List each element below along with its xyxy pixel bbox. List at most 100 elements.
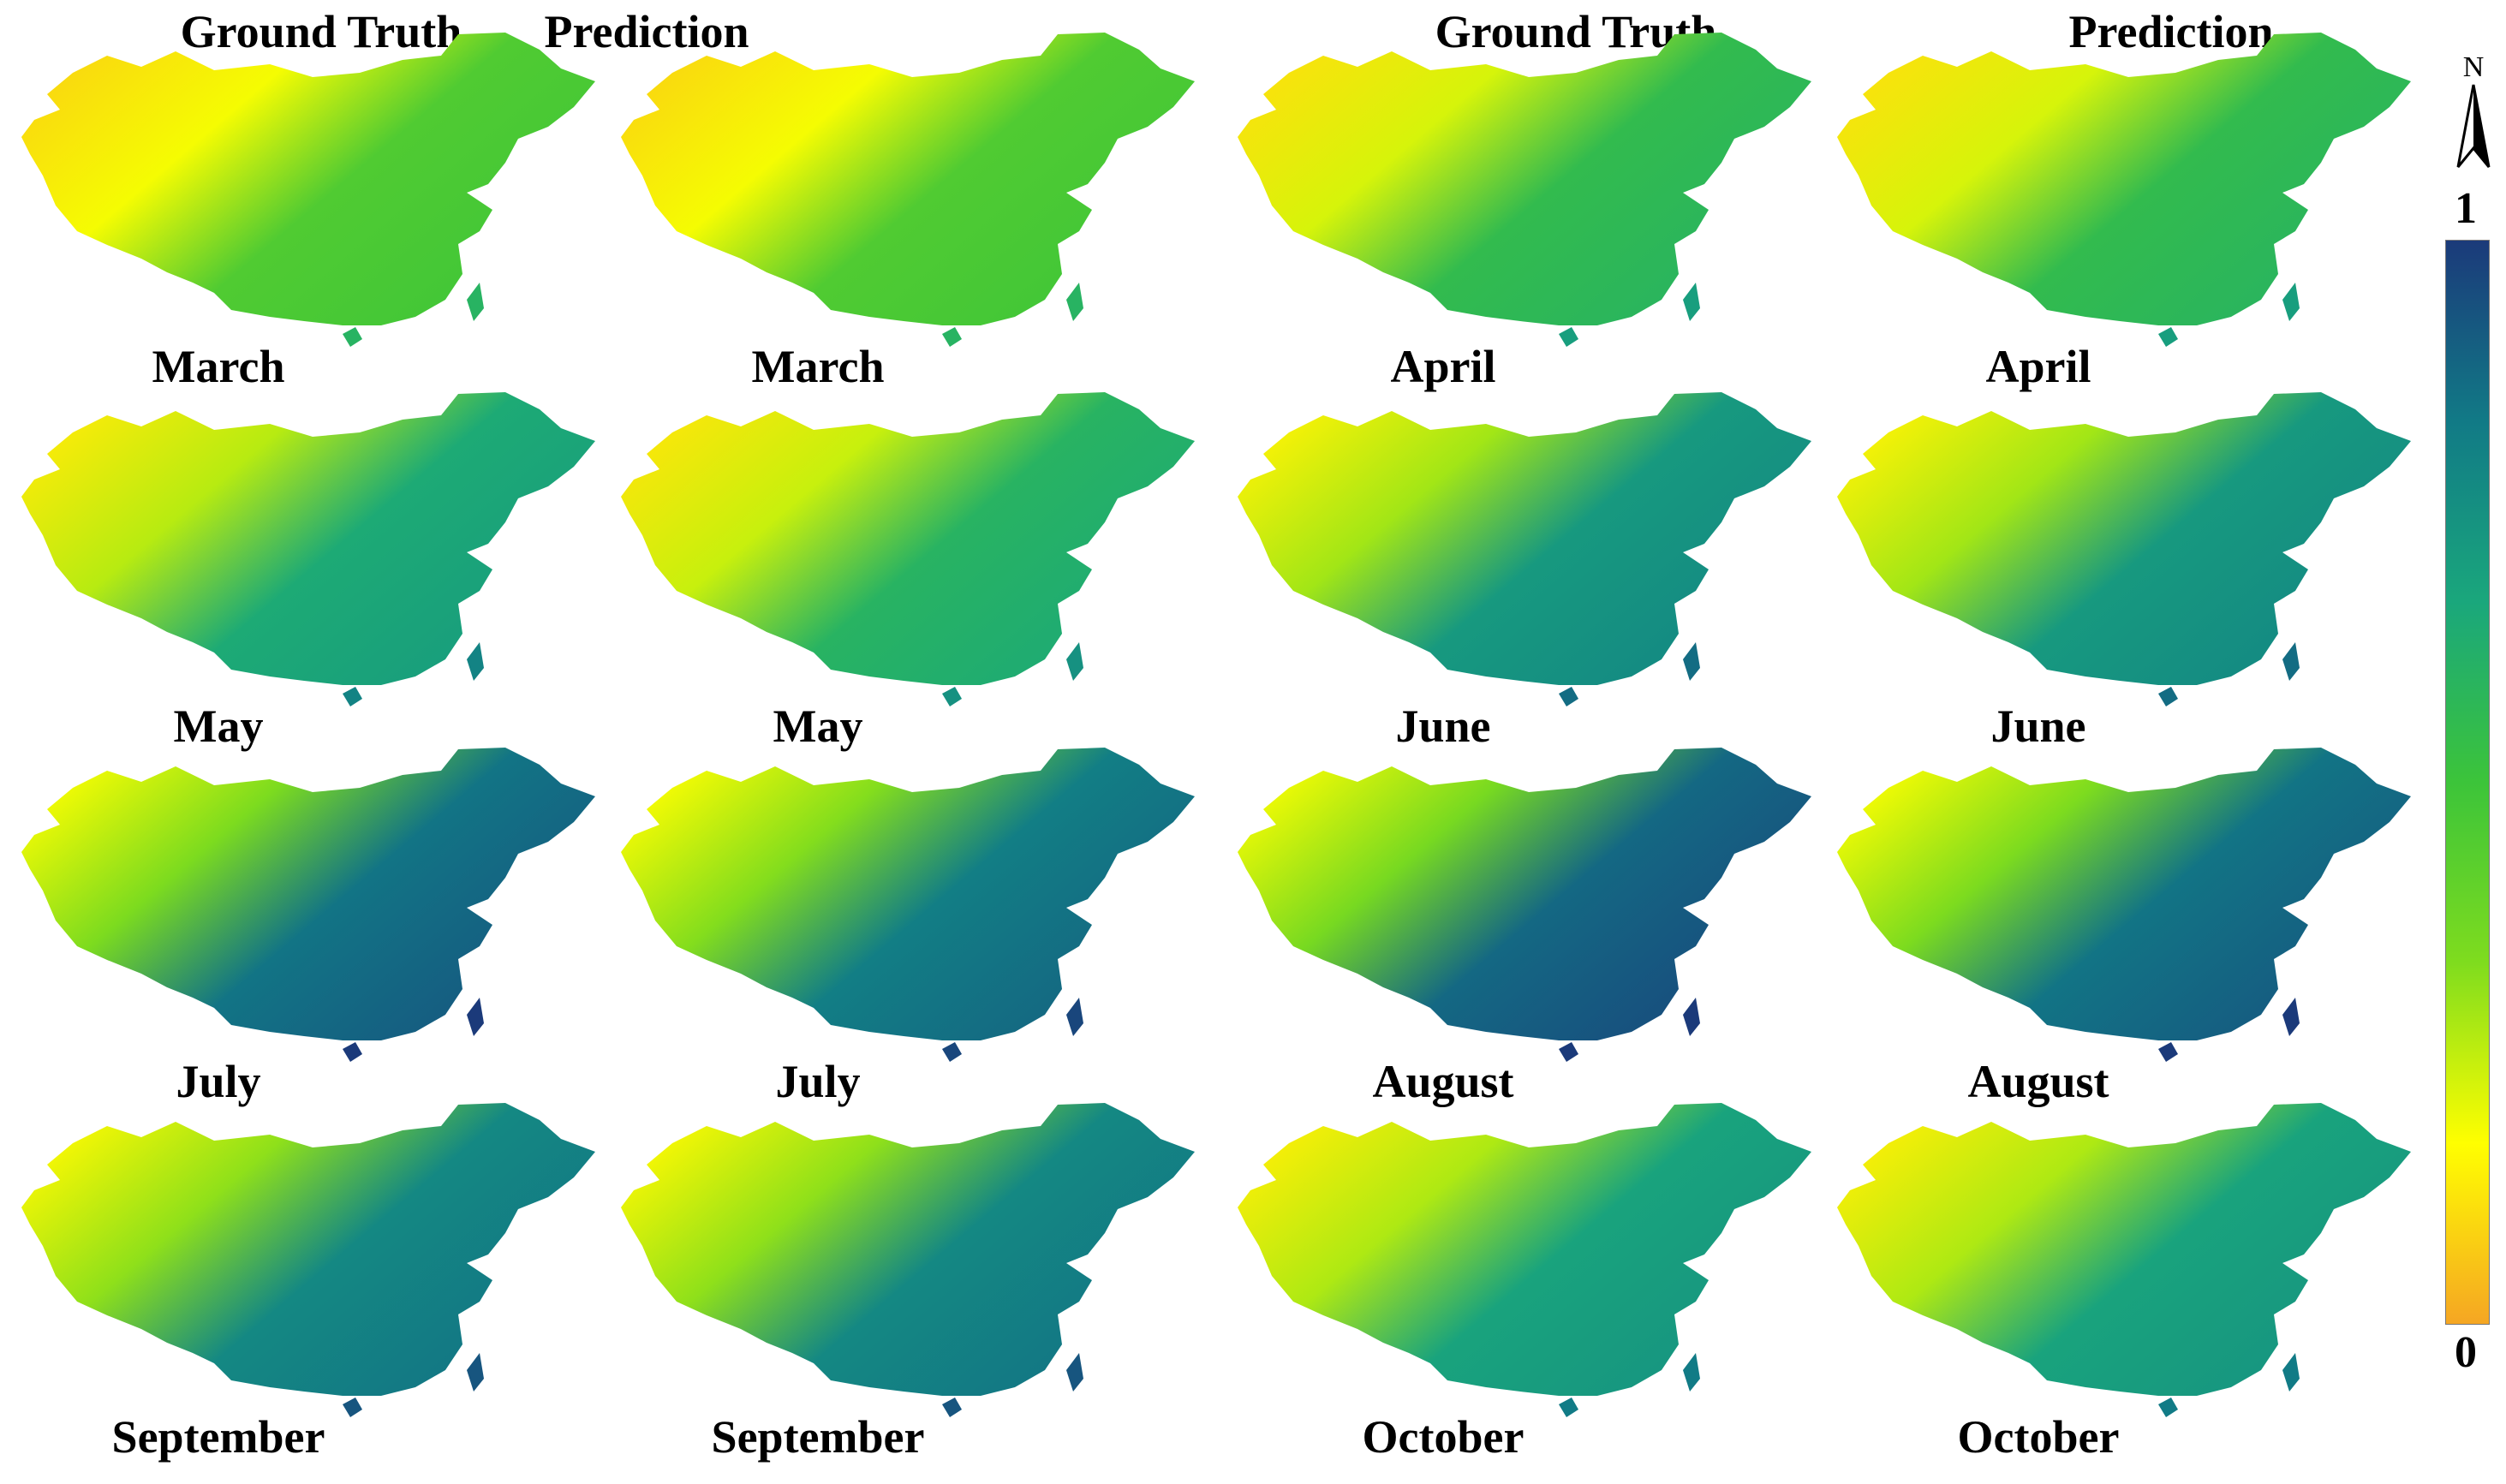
- map-panel-march-ground-truth: March: [13, 26, 604, 402]
- map-may-ground-truth: [21, 392, 595, 706]
- month-label: March: [152, 341, 285, 392]
- island-shape-1: [467, 1353, 484, 1392]
- region-shape: [1238, 748, 1811, 1040]
- map-march-ground-truth: [21, 33, 595, 347]
- region-shape: [1238, 33, 1811, 325]
- island-shape-2: [942, 327, 962, 347]
- map-panel-march-prediction: March: [612, 26, 1203, 402]
- colorbar-max-label: 1: [2455, 184, 2477, 233]
- region-shape: [21, 33, 595, 325]
- map-panel-may-prediction: May: [612, 385, 1203, 762]
- region-shape: [1238, 1103, 1811, 1396]
- map-march-prediction: [621, 33, 1195, 347]
- column-header-prediction-1: Prediction: [544, 6, 749, 57]
- map-panel-june-ground-truth: June: [1229, 385, 1820, 762]
- map-july-prediction: [621, 748, 1195, 1062]
- colorbar-min-label: 0: [2455, 1328, 2477, 1377]
- month-label: September: [711, 1411, 925, 1463]
- map-may-prediction: [621, 392, 1195, 706]
- island-shape-1: [1683, 1353, 1700, 1392]
- month-label: March: [751, 341, 885, 392]
- island-shape-1: [1066, 283, 1083, 321]
- map-june-ground-truth: [1238, 392, 1811, 706]
- island-shape-1: [2282, 642, 2300, 681]
- island-shape-1: [2282, 1353, 2300, 1392]
- island-shape-2: [942, 1398, 962, 1417]
- island-shape-1: [467, 998, 484, 1036]
- map-april-ground-truth: [1238, 33, 1811, 347]
- island-shape-1: [1683, 283, 1700, 321]
- map-panel-july-prediction: July: [612, 741, 1203, 1117]
- month-label: June: [1395, 700, 1491, 752]
- island-shape-2: [343, 1042, 362, 1062]
- month-label: June: [1990, 700, 2086, 752]
- map-panel-may-ground-truth: May: [13, 385, 604, 762]
- island-shape-1: [467, 642, 484, 681]
- map-september-prediction: [621, 1103, 1195, 1417]
- region-shape: [621, 1103, 1195, 1396]
- month-label: August: [1372, 1056, 1514, 1107]
- island-shape-2: [2158, 1398, 2178, 1417]
- map-panel-july-ground-truth: July: [13, 741, 604, 1117]
- region-shape: [621, 33, 1195, 325]
- island-shape-2: [1559, 327, 1578, 347]
- map-panel-april-prediction: April: [1829, 26, 2419, 402]
- island-shape-1: [1683, 642, 1700, 681]
- region-shape: [621, 748, 1195, 1040]
- month-label: April: [1985, 341, 2091, 392]
- map-panel-october-prediction: October: [1829, 1096, 2419, 1473]
- island-shape-2: [2158, 687, 2178, 706]
- island-shape-2: [2158, 1042, 2178, 1062]
- month-label: October: [1957, 1411, 2120, 1463]
- map-august-ground-truth: [1238, 748, 1811, 1062]
- region-shape: [21, 748, 595, 1040]
- map-panel-august-ground-truth: August: [1229, 741, 1820, 1117]
- region-shape: [21, 392, 595, 685]
- island-shape-2: [343, 327, 362, 347]
- map-july-ground-truth: [21, 748, 595, 1062]
- island-shape-2: [343, 1398, 362, 1417]
- column-header-ground-truth-1: Ground Truth: [180, 6, 462, 57]
- island-shape-2: [1559, 1042, 1578, 1062]
- map-october-prediction: [1837, 1103, 2411, 1417]
- map-panel-september-prediction: September: [612, 1096, 1203, 1473]
- month-label: July: [176, 1056, 261, 1107]
- region-shape: [1837, 748, 2411, 1040]
- map-october-ground-truth: [1238, 1103, 1811, 1417]
- region-shape: [621, 392, 1195, 685]
- island-shape-2: [2158, 327, 2178, 347]
- north-arrow-icon: N: [2439, 47, 2506, 180]
- island-shape-1: [1066, 1353, 1083, 1392]
- region-shape: [1837, 33, 2411, 325]
- island-shape-1: [467, 283, 484, 321]
- map-april-prediction: [1837, 33, 2411, 347]
- month-label: August: [1967, 1056, 2109, 1107]
- island-shape-1: [2282, 283, 2300, 321]
- map-panel-april-ground-truth: April: [1229, 26, 1820, 402]
- island-shape-2: [343, 687, 362, 706]
- map-panel-september-ground-truth: September: [13, 1096, 604, 1473]
- month-label: May: [773, 700, 863, 752]
- island-shape-1: [1066, 642, 1083, 681]
- region-shape: [1837, 392, 2411, 685]
- island-shape-1: [1683, 998, 1700, 1036]
- map-panel-june-prediction: June: [1829, 385, 2419, 762]
- colorbar: [2445, 240, 2490, 1325]
- month-label: October: [1362, 1411, 1524, 1463]
- region-shape: [1837, 1103, 2411, 1396]
- region-shape: [1238, 392, 1811, 685]
- island-shape-2: [942, 1042, 962, 1062]
- island-shape-1: [2282, 998, 2300, 1036]
- island-shape-2: [942, 687, 962, 706]
- island-shape-1: [1066, 998, 1083, 1036]
- column-header-prediction-2: Prediction: [2068, 6, 2274, 57]
- map-august-prediction: [1837, 748, 2411, 1062]
- month-label: September: [111, 1411, 325, 1463]
- island-shape-2: [1559, 687, 1578, 706]
- month-label: July: [775, 1056, 861, 1107]
- map-june-prediction: [1837, 392, 2411, 706]
- map-september-ground-truth: [21, 1103, 595, 1417]
- island-shape-2: [1559, 1398, 1578, 1417]
- map-panel-october-ground-truth: October: [1229, 1096, 1820, 1473]
